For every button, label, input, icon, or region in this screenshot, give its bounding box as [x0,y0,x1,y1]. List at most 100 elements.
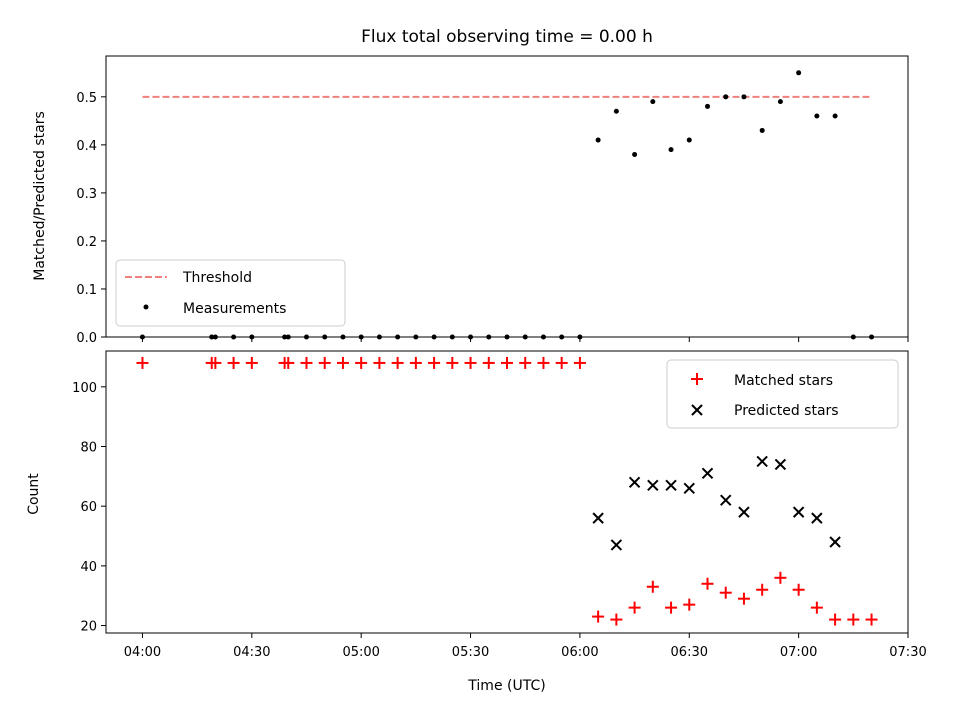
predicted-stars-stroke [774,458,787,471]
threshold-legend-label: Threshold [182,270,252,286]
matched-legend-swatch [691,373,703,385]
predicted-stars-point [720,494,732,506]
matched-stars-point [501,356,513,369]
predicted-stars-point [738,506,750,518]
x-tick-label: 04:30 [233,645,270,660]
x-tick-label: 07:30 [889,645,926,660]
predicted-stars-stroke [683,482,695,494]
y-tick-label: 0.4 [76,139,97,154]
top-axes-content: 0.0 0.1 0.2 0.3 0.4 0.5 [76,70,909,346]
top-axes-frame [105,55,909,338]
top-legend-box [115,259,346,327]
bottom-y-axis-label: Count [26,473,42,515]
matched-stars-point [683,598,696,611]
x-tick-label: 07:00 [780,645,817,660]
predicted-stars-stroke [665,479,677,491]
matched-stars-point [446,356,459,369]
predicted-stars-point [774,458,787,471]
measurement-point [777,99,783,105]
matched-stars-point [519,356,532,369]
measurement-point [613,108,619,114]
measurement-point [705,103,710,109]
y-tick-label: 80 [80,440,97,455]
matched-stars-point [665,601,678,614]
matched-stars-point [792,583,805,596]
x-tick-label: 05:30 [452,645,489,660]
matched-stars-point [610,613,623,626]
matched-stars-point [409,356,422,369]
y-tick-label: 40 [80,560,97,575]
measurement-point [814,113,820,119]
y-tick-label: 0.2 [76,235,97,250]
y-tick-label: 0.5 [76,91,97,106]
matched-stars-point [592,610,605,623]
predicted-stars-point [683,482,695,494]
predicted-stars-stroke [829,536,841,548]
measurement-point [632,151,638,157]
predicted-stars-stroke [610,539,623,551]
predicted-stars-point [628,476,641,489]
matched-stars-point [829,613,842,626]
measurement-point [595,137,601,143]
predicted-stars-stroke [647,479,659,491]
matched-stars-point [282,356,295,369]
predicted-stars-stroke [738,506,750,518]
predicted-stars-point [829,536,841,548]
y-tick-label: 0.1 [76,283,97,298]
matched-stars-point [482,356,495,369]
predicted-stars-stroke [792,506,805,518]
predicted-stars-point [811,512,823,524]
bottom-axes-content: 04:00 04:30 05:00 05:30 06:00 06:30 07:00 07:30… [72,356,927,660]
matched-stars-point [245,356,258,369]
y-tick-label: 100 [72,381,97,396]
y-tick-label: 20 [80,620,97,635]
matched-stars-point [300,356,313,369]
matched-stars-point [336,356,349,369]
matched-stars-point [227,356,240,369]
predicted-stars-stroke [756,455,768,468]
top-legend: Threshold Measurements [115,259,346,327]
measurement-point [796,70,802,76]
matched-stars-point [373,356,386,369]
measurement-point [723,94,729,100]
bottom-legend-box [666,359,899,429]
matched-stars-point [756,583,769,596]
y-tick-label: 60 [80,500,97,515]
count-panel: Count Time (UTC) 04:00 04:30 05:00 05:30 06:… [26,350,927,694]
matched-stars-point [737,592,750,605]
matched-stars-point [573,356,586,369]
x-tick-label: 05:00 [342,645,379,660]
predicted-stars-stroke [701,467,714,480]
measurements-legend-swatch [143,304,149,310]
matched-stars-point [428,356,441,369]
matched-stars-point [701,577,714,590]
predicted-stars-point [610,539,623,551]
predicted-stars-point [756,455,768,468]
chart-title: Flux total observing time = 0.00 h [361,27,653,47]
matched-stars-point [865,613,878,626]
matched-stars-point [847,613,860,626]
measurement-point [668,147,674,153]
matched-stars-point [774,571,787,584]
ratio-panel: Flux total observing time = 0.00 h Match… [32,27,909,346]
measurement-point [741,94,747,100]
matched-stars-point [628,601,641,614]
predicted-stars-stroke [811,512,823,524]
measurement-point [832,113,838,119]
y-tick-label: 0.3 [76,187,97,202]
x-tick-label: 06:00 [561,645,598,660]
bottom-axes-frame [105,350,909,634]
predicted-legend-swatch [691,404,703,416]
matched-stars-point [555,356,568,369]
top-y-axis-label: Matched/Predicted stars [32,111,48,281]
matched-stars-point [537,356,550,369]
matched-stars-point [318,356,331,369]
bottom-legend: Matched stars Predicted stars [666,359,899,429]
measurement-point [650,99,656,105]
predicted-stars-stroke [720,494,732,506]
predicted-stars-point [592,512,604,524]
predicted-stars-point [647,479,659,491]
predicted-stars-stroke [592,512,604,524]
matched-stars-point [464,356,477,369]
